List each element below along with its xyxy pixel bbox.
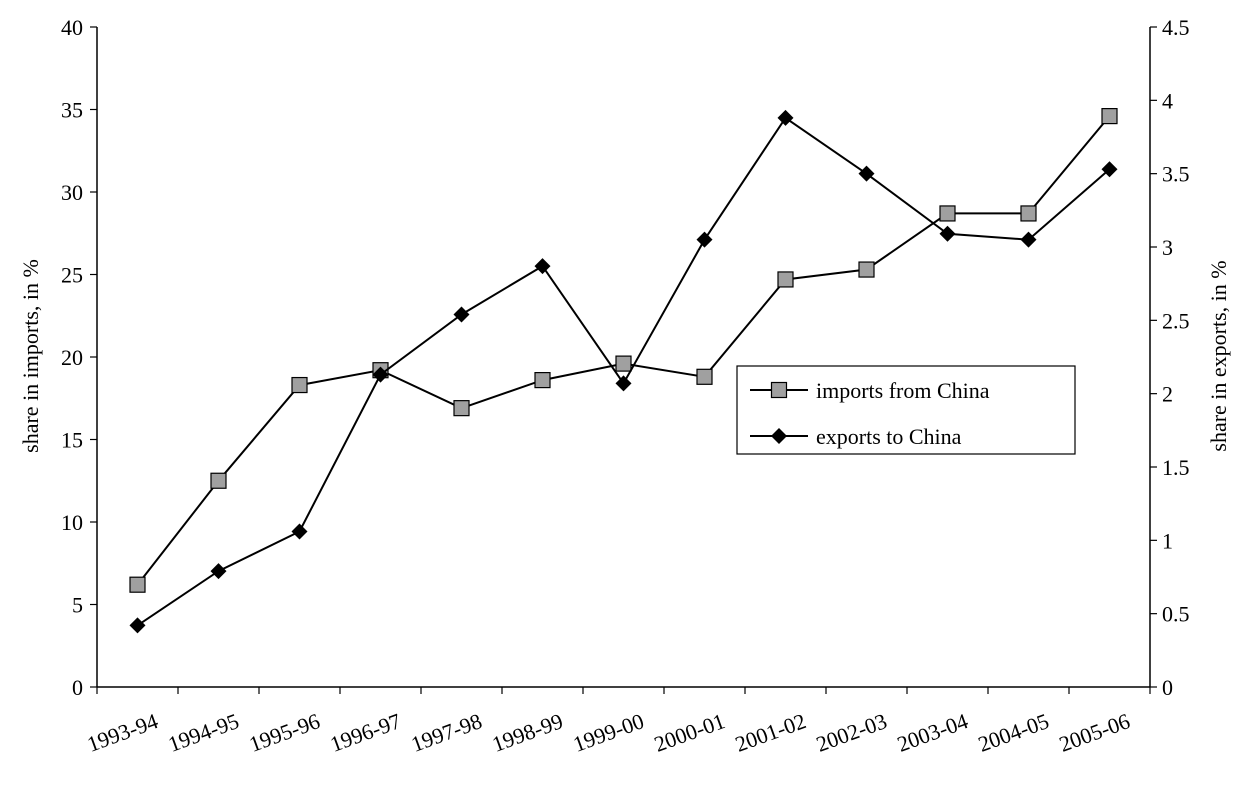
x-tick-label: 2005-06 [1056,708,1133,757]
imports-point [1101,107,1118,125]
imports-point [696,368,713,385]
exports-point [1101,161,1118,178]
x-tick-label: 2001-02 [732,708,809,757]
x-tick-label: 1996-97 [327,708,404,757]
exports-point [534,258,551,275]
imports-point [777,271,794,288]
y-tick-label-left: 40 [61,15,83,40]
y-tick-label-right: 1.5 [1162,455,1190,480]
y-tick-label-right: 2.5 [1162,308,1190,333]
imports-point [129,576,146,593]
exports-point [1020,231,1037,248]
y-tick-label-right: 0 [1162,675,1173,700]
y-tick-label-right: 3 [1162,235,1173,260]
series-layer [129,107,1118,634]
exports-point [372,366,389,383]
exports-point [777,109,794,126]
imports-point [858,261,875,278]
x-tick-label: 1999-00 [570,708,647,757]
x-tick-label: 1995-96 [246,708,323,757]
exports-point [939,225,956,242]
legend-label-imports: imports from China [816,378,990,403]
legend-label-exports: exports to China [816,424,962,449]
x-tick-label: 1994-95 [165,708,242,757]
exports-point [129,617,146,634]
y-axis-title-left: share in imports, in % [18,259,43,453]
y-tick-label-right: 1 [1162,528,1173,553]
y-tick-label-left: 5 [72,593,83,618]
exports-point [453,306,470,323]
y-tick-label-right: 4 [1162,88,1173,113]
imports-point [534,372,551,389]
y-tick-label-left: 30 [61,180,83,205]
y-tick-label-right: 4.5 [1162,15,1190,40]
legend-marker-exports [771,428,787,444]
imports-point [1020,205,1037,222]
x-tick-label: 2003-04 [894,708,971,757]
exports-point [291,523,308,540]
x-tick-label: 2002-03 [813,708,890,757]
exports-point [210,563,227,580]
exports-point [858,165,875,182]
right-axis-ticks: 0 0.5 1 1.5 2 2.5 3 3.5 4 4.5 [1150,15,1190,700]
imports-point [453,400,470,417]
imports-point [210,472,227,489]
x-axis-ticks: 1993-94 1994-95 1995-96 1996-97 1997-98 1998-… [84,687,1151,757]
left-axis-ticks: 0 5 10 15 20 25 30 35 40 [61,15,97,700]
y-tick-label-right: 0.5 [1162,602,1190,627]
x-tick-label: 1993-94 [84,708,161,757]
x-tick-label: 1997-98 [408,708,485,757]
x-tick-label: 2004-05 [975,708,1052,757]
y-tick-label-right: 2 [1162,382,1173,407]
imports-point [291,376,308,394]
y-tick-label-left: 0 [72,675,83,700]
x-tick-label: 1998-99 [489,708,566,757]
y-tick-label-right: 3.5 [1162,162,1190,187]
legend-box [736,365,1076,455]
series-line-imports [136,115,1111,586]
exports-point [696,231,713,248]
exports-point [615,375,632,392]
x-tick-label: 2000-01 [651,708,728,757]
legend-marker-imports [770,381,788,399]
y-tick-label-left: 35 [61,98,83,123]
y-tick-label-left: 25 [61,263,83,288]
y-tick-label-left: 20 [61,345,83,370]
imports-point [615,355,632,372]
imports-point [939,205,956,222]
y-tick-label-left: 10 [61,510,83,535]
y-axis-title-right: share in exports, in % [1206,260,1231,451]
y-tick-label-left: 15 [61,428,83,453]
legend: imports from China exports to China [736,365,1076,455]
